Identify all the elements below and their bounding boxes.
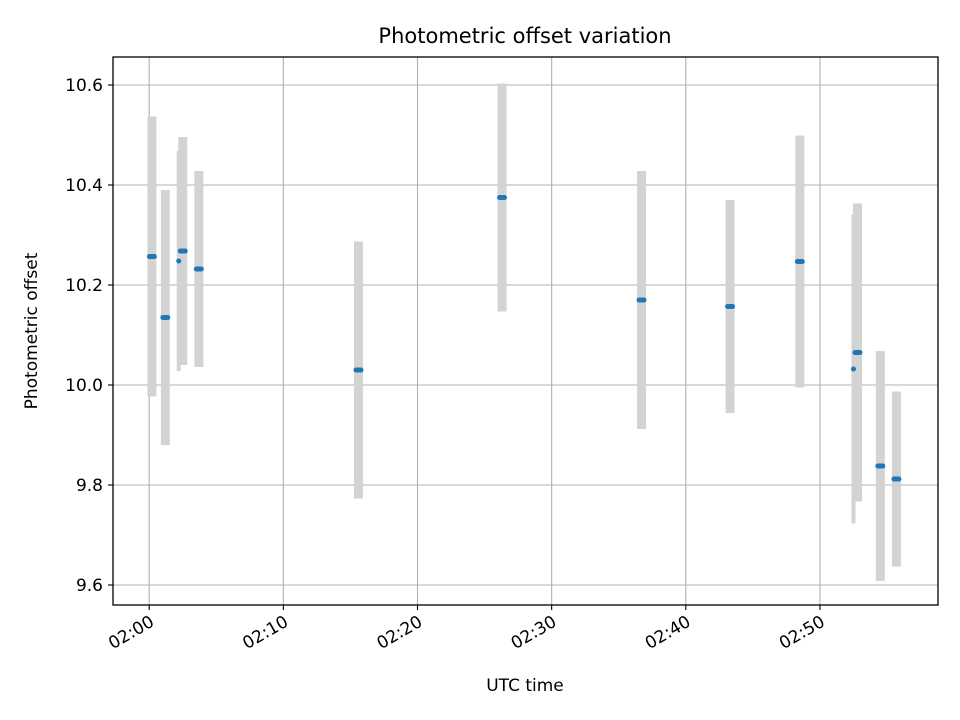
data-point — [177, 248, 188, 254]
y-tick-label: 9.6 — [76, 576, 103, 596]
data-point — [875, 463, 886, 469]
y-tick-label: 10.6 — [65, 76, 103, 96]
y-axis-title: Photometric offset — [22, 252, 42, 409]
data-point — [193, 266, 204, 272]
data-point — [146, 254, 157, 259]
y-axis-ticks: 9.6 9.8 10.0 10.2 10.4 10.6 — [65, 76, 113, 596]
plot-area-background — [113, 57, 938, 605]
data-point — [725, 304, 736, 309]
data-point — [850, 366, 856, 372]
plot-area-frame — [112, 56, 939, 606]
data-point — [636, 297, 647, 303]
data-point — [176, 258, 182, 264]
data-point — [497, 195, 508, 200]
data-point — [353, 367, 364, 373]
y-tick-label: 10.4 — [65, 176, 103, 196]
chart-title: Photometric offset variation — [378, 24, 671, 48]
data-point — [852, 350, 863, 355]
data-point — [891, 476, 902, 482]
y-tick-label: 9.8 — [76, 476, 103, 496]
data-point — [794, 259, 805, 264]
y-tick-label: 10.0 — [65, 376, 103, 396]
x-axis-title: UTC time — [486, 676, 564, 696]
data-point — [160, 315, 171, 320]
y-tick-label: 10.2 — [65, 276, 103, 296]
data-points — [146, 195, 902, 482]
